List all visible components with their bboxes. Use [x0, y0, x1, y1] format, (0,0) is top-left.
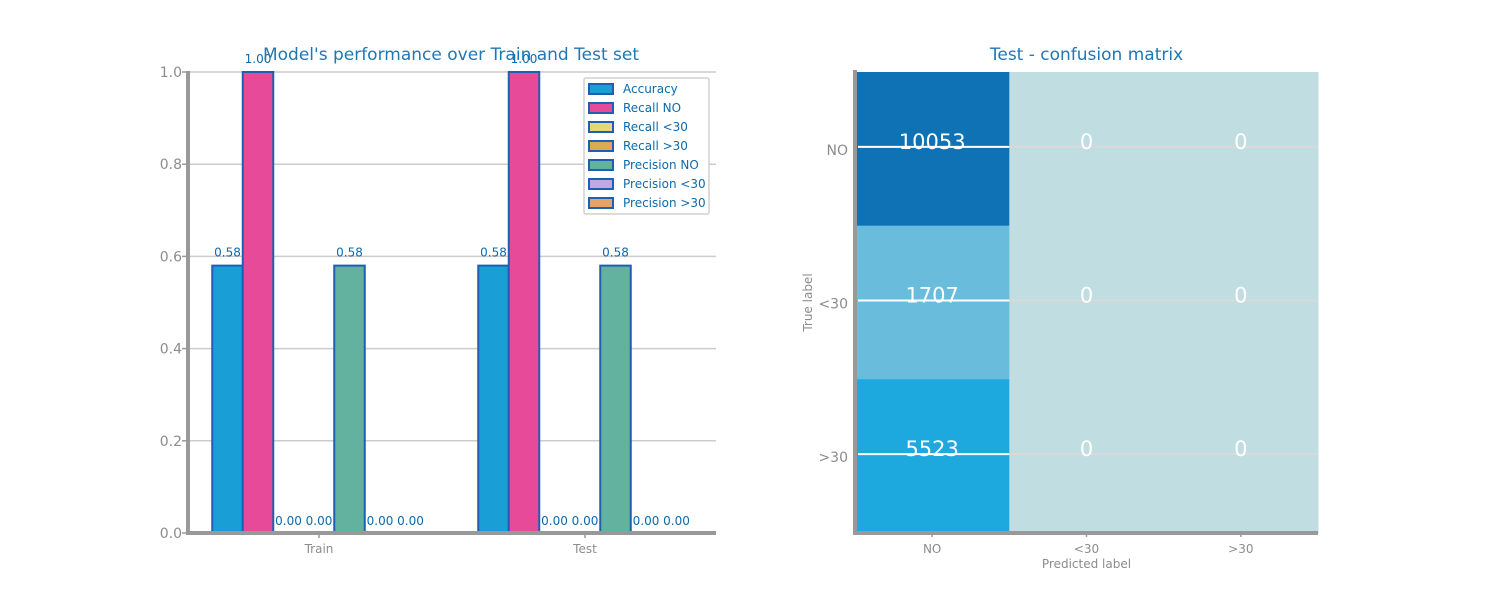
cell-value: 0: [1234, 284, 1247, 308]
bar-value-label: 0.58: [214, 246, 241, 260]
matrix-cell: [855, 72, 1010, 227]
cell-value: 0: [1234, 437, 1247, 461]
y-tick-label: NO: [827, 143, 849, 159]
legend-swatch: [588, 83, 614, 95]
matrix-cell: [1163, 225, 1319, 380]
x-tick-label: NO: [923, 542, 941, 556]
bar: [241, 71, 275, 534]
legend-swatch: [588, 140, 614, 152]
y-tick-label: 0.2: [160, 434, 182, 450]
y-tick-label: 0.0: [160, 526, 182, 542]
x-tick-label: Train: [304, 542, 334, 556]
bar: [333, 264, 366, 534]
legend-box: [583, 77, 710, 215]
matrix-cell: [1163, 379, 1319, 534]
matrix-cell: [1009, 72, 1165, 227]
bar-chart: 0.00.20.40.60.81.00.58 0.581.00 1.000.00 0.…: [160, 45, 716, 556]
legend-label: Precision <30: [623, 177, 706, 191]
bar-value-label: 0.58: [336, 246, 363, 260]
bar-value-label: 0.00: [275, 514, 302, 528]
matrix-cell: [1009, 225, 1165, 380]
legend-label: Accuracy: [623, 82, 678, 96]
legend-label: Precision NO: [623, 158, 699, 172]
bar-value-label: 1.00: [511, 52, 538, 66]
cell-value: 10053: [899, 130, 966, 154]
y-tick-label: 0.8: [160, 157, 182, 173]
cell-value: 0: [1080, 437, 1093, 461]
bar-value-label: 0.00: [633, 514, 660, 528]
cell-value: 0: [1080, 130, 1093, 154]
legend-swatch: [588, 159, 614, 171]
y-tick-label: >30: [818, 450, 848, 466]
y-axis-label: True label: [801, 273, 815, 332]
legend-swatch: [588, 197, 614, 209]
bar-value-label: 0.58: [602, 246, 629, 260]
bar-value-label: 0.58: [480, 246, 507, 260]
bar: [211, 264, 244, 534]
matrix-cell: [1163, 72, 1319, 227]
y-tick-label: 0.4: [160, 342, 182, 358]
cell-value: 1707: [905, 284, 958, 308]
matrix-cell: [1009, 379, 1165, 534]
bar: [477, 264, 510, 534]
bar: [507, 71, 541, 534]
bar-value-label: 0.00: [572, 514, 599, 528]
matrix-cell: [855, 379, 1010, 534]
cell-value: 5523: [905, 437, 958, 461]
legend-swatch: [588, 102, 614, 114]
cell-value: 0: [1234, 130, 1247, 154]
bar-value-label: 1.00: [245, 52, 272, 66]
bar-value-label: 0.00: [306, 514, 333, 528]
legend-label: Precision >30: [623, 196, 706, 210]
x-axis-label: Predicted label: [1042, 557, 1131, 571]
y-tick-label: 0.6: [160, 249, 182, 265]
legend-label: Recall >30: [623, 139, 688, 153]
legend-label: Recall <30: [623, 120, 688, 134]
x-tick-label: <30: [1074, 542, 1099, 556]
legend-swatch: [588, 121, 614, 133]
cell-value: 0: [1080, 284, 1093, 308]
x-tick-label: Test: [572, 542, 597, 556]
bar-value-label: 0.00: [663, 514, 690, 528]
confusion-matrix: 10053 0 0 1707 0 0 5523 0 0 NO <30 >30 NO <30 >30 Predi…: [801, 45, 1319, 571]
x-tick-label: >30: [1228, 542, 1253, 556]
chart-title: Test - confusion matrix: [989, 45, 1183, 65]
bar: [599, 264, 632, 534]
legend-swatch: [588, 178, 614, 190]
bar-value-label: 0.00: [367, 514, 394, 528]
bar-value-label: 0.00: [541, 514, 568, 528]
legend-label: Recall NO: [623, 101, 681, 115]
matrix-cell: [855, 225, 1010, 380]
y-tick-label: <30: [818, 297, 848, 313]
y-tick-label: 1.0: [160, 65, 182, 81]
legend: Accuracy Recall NO Recall <30 Recall >30 Pre…: [583, 77, 710, 215]
chart-title: Model's performance over Train and Test …: [263, 45, 639, 65]
bar-value-label: 0.00: [397, 514, 424, 528]
